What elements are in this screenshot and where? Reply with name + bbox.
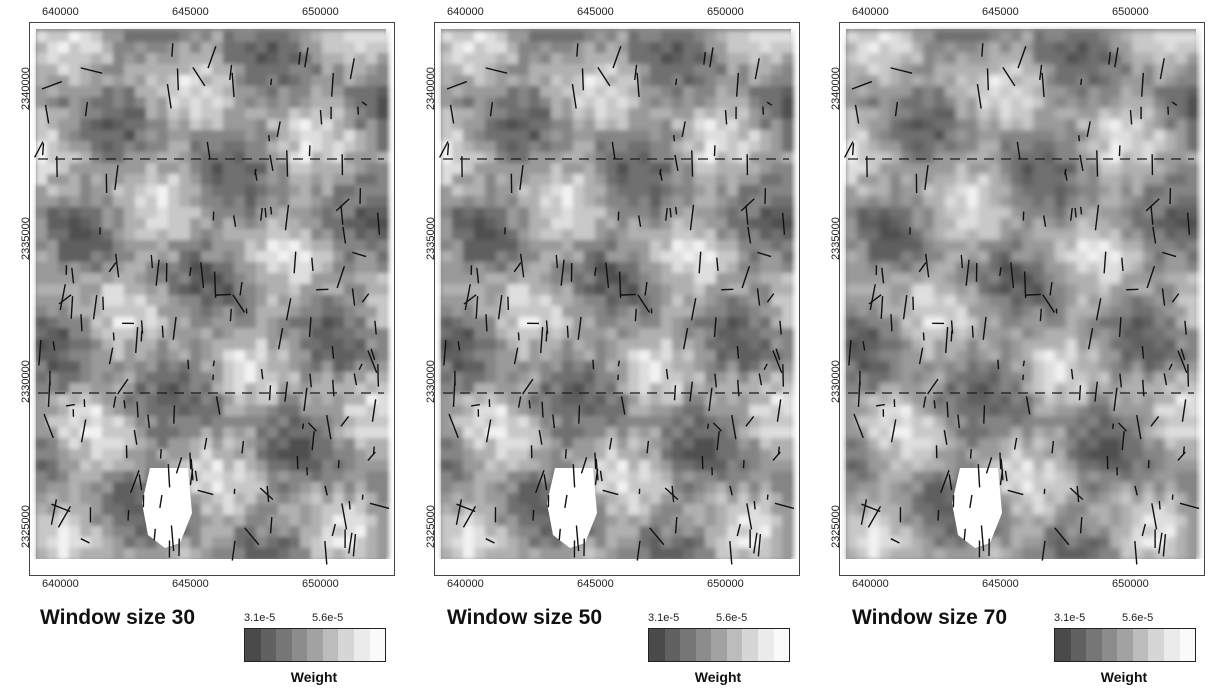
legend-title: Weight	[694, 669, 742, 685]
legend-swatch	[695, 629, 712, 661]
x-tick-bottom: 640000	[42, 578, 79, 590]
x-tick-top: 640000	[852, 6, 889, 18]
x-tick-top: 650000	[1112, 6, 1149, 18]
legend-swatch	[369, 629, 386, 661]
x-tick-top: 645000	[172, 6, 209, 18]
legend-swatch	[664, 629, 681, 661]
map-panel-window-50: 640000 645000 650000 2340000 2335000 233…	[405, 0, 810, 695]
legend-swatch	[353, 629, 370, 661]
x-tick-top: 650000	[302, 6, 339, 18]
legend-swatch	[773, 629, 790, 661]
legend-swatch	[757, 629, 774, 661]
legend-title: Weight	[1100, 669, 1148, 685]
x-tick-bottom: 650000	[1112, 578, 1149, 590]
weight-map-raster	[434, 22, 800, 576]
legend-swatch	[726, 629, 743, 661]
legend-mid-label: 5.6e-5	[312, 612, 344, 624]
legend-swatch	[711, 629, 727, 661]
x-tick-bottom: 650000	[302, 578, 339, 590]
weight-surface	[435, 29, 799, 575]
legend-swatch	[649, 629, 665, 661]
legend-swatch	[1086, 629, 1102, 661]
legend-swatch	[245, 629, 261, 661]
legend-color-ramp	[1054, 628, 1196, 662]
legend-swatch	[307, 629, 323, 661]
legend-swatch	[1055, 629, 1071, 661]
x-tick-bottom: 645000	[982, 578, 1019, 590]
legend-color-ramp	[244, 628, 386, 662]
x-tick-top: 645000	[577, 6, 614, 18]
legend-swatch	[276, 629, 292, 661]
x-tick-bottom: 645000	[577, 578, 614, 590]
legend-swatch	[1148, 629, 1164, 661]
weight-surface	[840, 29, 1204, 575]
weight-map-raster	[29, 22, 395, 576]
x-tick-top: 650000	[707, 6, 744, 18]
legend-color-ramp	[648, 628, 790, 662]
x-tick-bottom: 640000	[447, 578, 484, 590]
x-tick-bottom: 640000	[852, 578, 889, 590]
legend-swatch	[1163, 629, 1180, 661]
legend-swatch	[680, 629, 696, 661]
panel-title: Window size 30	[40, 606, 196, 629]
x-tick-bottom: 645000	[172, 578, 209, 590]
x-tick-bottom: 650000	[707, 578, 744, 590]
map-panel-window-30: 640000 645000 650000 2340000 2335000 233…	[0, 0, 405, 695]
legend-swatch	[1179, 629, 1196, 661]
legend-swatch	[338, 629, 354, 661]
legend-min-label: 3.1e-5	[1054, 612, 1086, 624]
legend-swatch	[1101, 629, 1118, 661]
legend-mid-label: 5.6e-5	[1122, 612, 1154, 624]
x-tick-top: 640000	[42, 6, 79, 18]
map-panel-window-70: 640000 645000 650000 2340000 2335000 233…	[810, 0, 1215, 695]
weight-map-raster	[839, 22, 1205, 576]
panel-title: Window size 50	[447, 606, 603, 629]
legend-swatch	[291, 629, 308, 661]
legend-swatch	[260, 629, 277, 661]
x-tick-top: 640000	[447, 6, 484, 18]
legend-swatch	[1117, 629, 1133, 661]
legend-min-label: 3.1e-5	[648, 612, 680, 624]
legend-swatch	[1132, 629, 1149, 661]
legend-min-label: 3.1e-5	[244, 612, 276, 624]
legend-swatch	[742, 629, 758, 661]
x-tick-top: 645000	[982, 6, 1019, 18]
panel-title: Window size 70	[852, 606, 1008, 629]
legend-mid-label: 5.6e-5	[716, 612, 748, 624]
weight-surface	[30, 29, 394, 575]
legend-swatch	[1070, 629, 1087, 661]
legend-swatch	[322, 629, 339, 661]
legend-title: Weight	[290, 669, 338, 685]
